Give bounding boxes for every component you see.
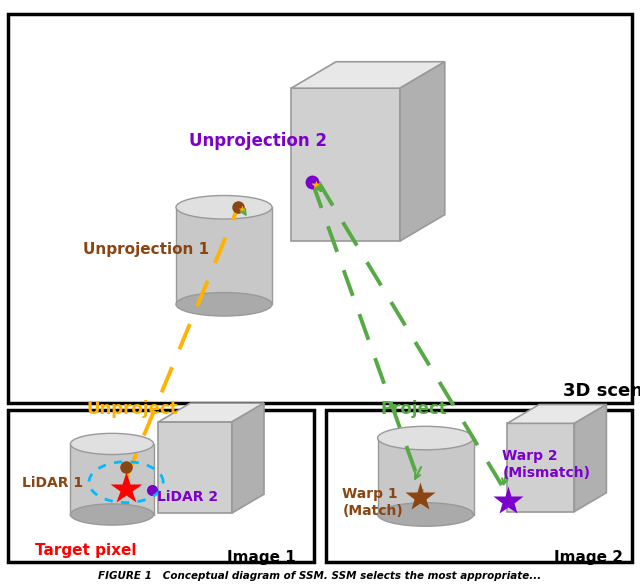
Bar [8, 14, 632, 403]
Polygon shape [159, 403, 264, 422]
Bar [8, 410, 314, 562]
Text: LiDAR 1: LiDAR 1 [22, 476, 84, 490]
Bar [326, 410, 632, 562]
Text: Project: Project [381, 400, 447, 417]
Polygon shape [232, 403, 264, 513]
Polygon shape [507, 405, 607, 423]
Polygon shape [176, 208, 272, 305]
Text: FIGURE 1   Conceptual diagram of SSM. SSM selects the most appropriate...: FIGURE 1 Conceptual diagram of SSM. SSM … [99, 571, 541, 581]
Text: 3D scene: 3D scene [563, 382, 640, 400]
Text: Unproject: Unproject [86, 400, 178, 417]
Ellipse shape [378, 503, 474, 526]
Polygon shape [291, 88, 400, 241]
Ellipse shape [176, 293, 272, 316]
Polygon shape [291, 62, 445, 88]
Polygon shape [378, 438, 474, 514]
Ellipse shape [70, 504, 154, 525]
Polygon shape [159, 422, 232, 513]
Polygon shape [400, 62, 445, 241]
Text: Target pixel: Target pixel [35, 543, 137, 559]
Text: Image 2: Image 2 [554, 550, 623, 565]
Ellipse shape [70, 433, 154, 455]
Text: LiDAR 2: LiDAR 2 [157, 490, 218, 505]
Text: Unprojection 1: Unprojection 1 [83, 242, 209, 257]
Text: Warp 1
(Match): Warp 1 (Match) [342, 487, 403, 519]
Polygon shape [70, 444, 154, 514]
Ellipse shape [378, 426, 474, 450]
Text: Image 1: Image 1 [227, 550, 296, 565]
Polygon shape [575, 405, 607, 512]
Text: Warp 2
(Mismatch): Warp 2 (Mismatch) [502, 449, 591, 480]
Polygon shape [507, 423, 575, 512]
Text: Unprojection 2: Unprojection 2 [189, 132, 327, 150]
Ellipse shape [176, 196, 272, 219]
